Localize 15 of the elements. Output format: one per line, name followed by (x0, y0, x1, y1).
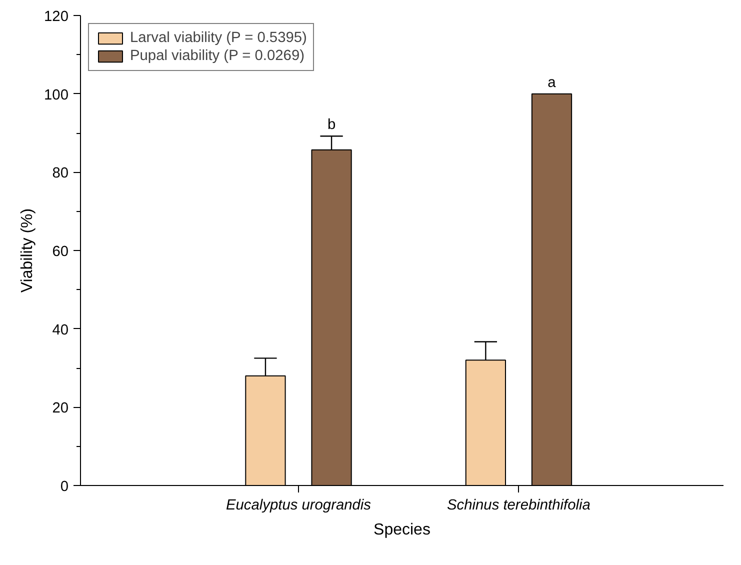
annotation: a (548, 74, 557, 91)
x-tick-label: Eucalyptus urograndis (226, 498, 372, 514)
annotation: b (327, 117, 336, 134)
y-tick-label: 40 (52, 322, 69, 338)
y-axis-title: Viability (%) (19, 208, 36, 293)
legend-label: Pupal viability (P = 0.0269) (130, 48, 304, 64)
x-tick-label: Schinus terebinthifolia (447, 498, 590, 514)
y-tick-label: 0 (60, 479, 69, 495)
x-axis-title: Species (374, 522, 430, 538)
y-tick-label: 100 (44, 87, 69, 104)
y-tick-label: 60 (52, 244, 69, 260)
y-tick-label: 120 (44, 9, 69, 25)
y-tick-label: 80 (52, 166, 69, 182)
y-tick-label: 20 (52, 400, 69, 417)
legend-label: Larval viability (P = 0.5395) (130, 30, 307, 46)
